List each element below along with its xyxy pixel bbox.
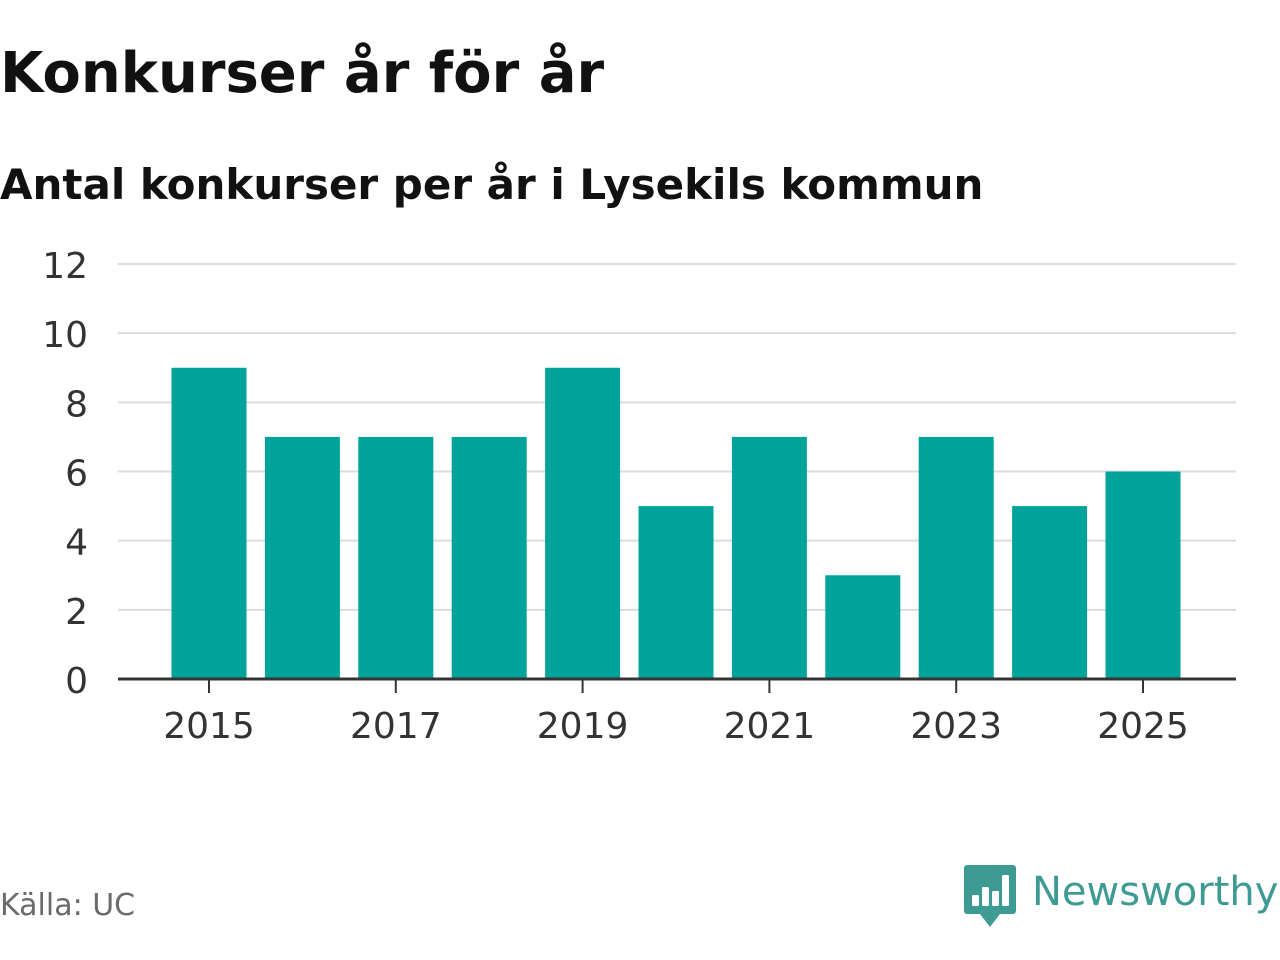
bar-chart: 0 2 4 6 8 10 12 2015 2017 2019 2021 2023 2025 xyxy=(42,246,1236,747)
bar-2019 xyxy=(545,367,621,679)
bar-2021 xyxy=(731,436,807,679)
y-tick-label: 12 xyxy=(42,246,88,287)
y-tick-label: 10 xyxy=(42,315,88,356)
y-tick-label: 6 xyxy=(65,454,88,495)
bar-2024 xyxy=(1012,506,1088,679)
x-tick-label: 2019 xyxy=(537,706,629,747)
bar-2020 xyxy=(638,506,714,679)
bar-2017 xyxy=(358,436,434,679)
newsworthy-logo-icon xyxy=(964,865,1016,927)
bar-2018 xyxy=(451,436,527,679)
x-tick-label: 2015 xyxy=(163,706,255,747)
bar-2023 xyxy=(918,436,994,679)
bars xyxy=(171,367,1181,679)
brand-name: Newsworthy xyxy=(1032,869,1279,915)
x-tick-label: 2017 xyxy=(350,706,442,747)
x-tick-label: 2025 xyxy=(1097,706,1189,747)
bar-2016 xyxy=(264,436,340,679)
source-note: Källa: UC xyxy=(0,888,136,923)
y-tick-label: 8 xyxy=(65,384,88,425)
x-axis xyxy=(118,677,1236,693)
y-tick-label: 2 xyxy=(65,592,88,633)
x-tick-label: 2023 xyxy=(910,706,1002,747)
bar-2022 xyxy=(825,575,901,679)
bar-2025 xyxy=(1105,471,1181,679)
brand-logo: Newsworthy xyxy=(964,864,1278,928)
chart-title: Konkurser år för år xyxy=(0,41,605,106)
y-tick-label: 4 xyxy=(65,523,88,564)
chart-subtitle: Antal konkurser per år i Lysekils kommun xyxy=(0,160,984,209)
x-tick-label: 2021 xyxy=(724,706,816,747)
tick-labels: 0 2 4 6 8 10 12 2015 2017 2019 2021 2023 2025 xyxy=(42,246,1189,747)
y-tick-label: 0 xyxy=(65,661,88,702)
bar-2015 xyxy=(171,367,247,679)
